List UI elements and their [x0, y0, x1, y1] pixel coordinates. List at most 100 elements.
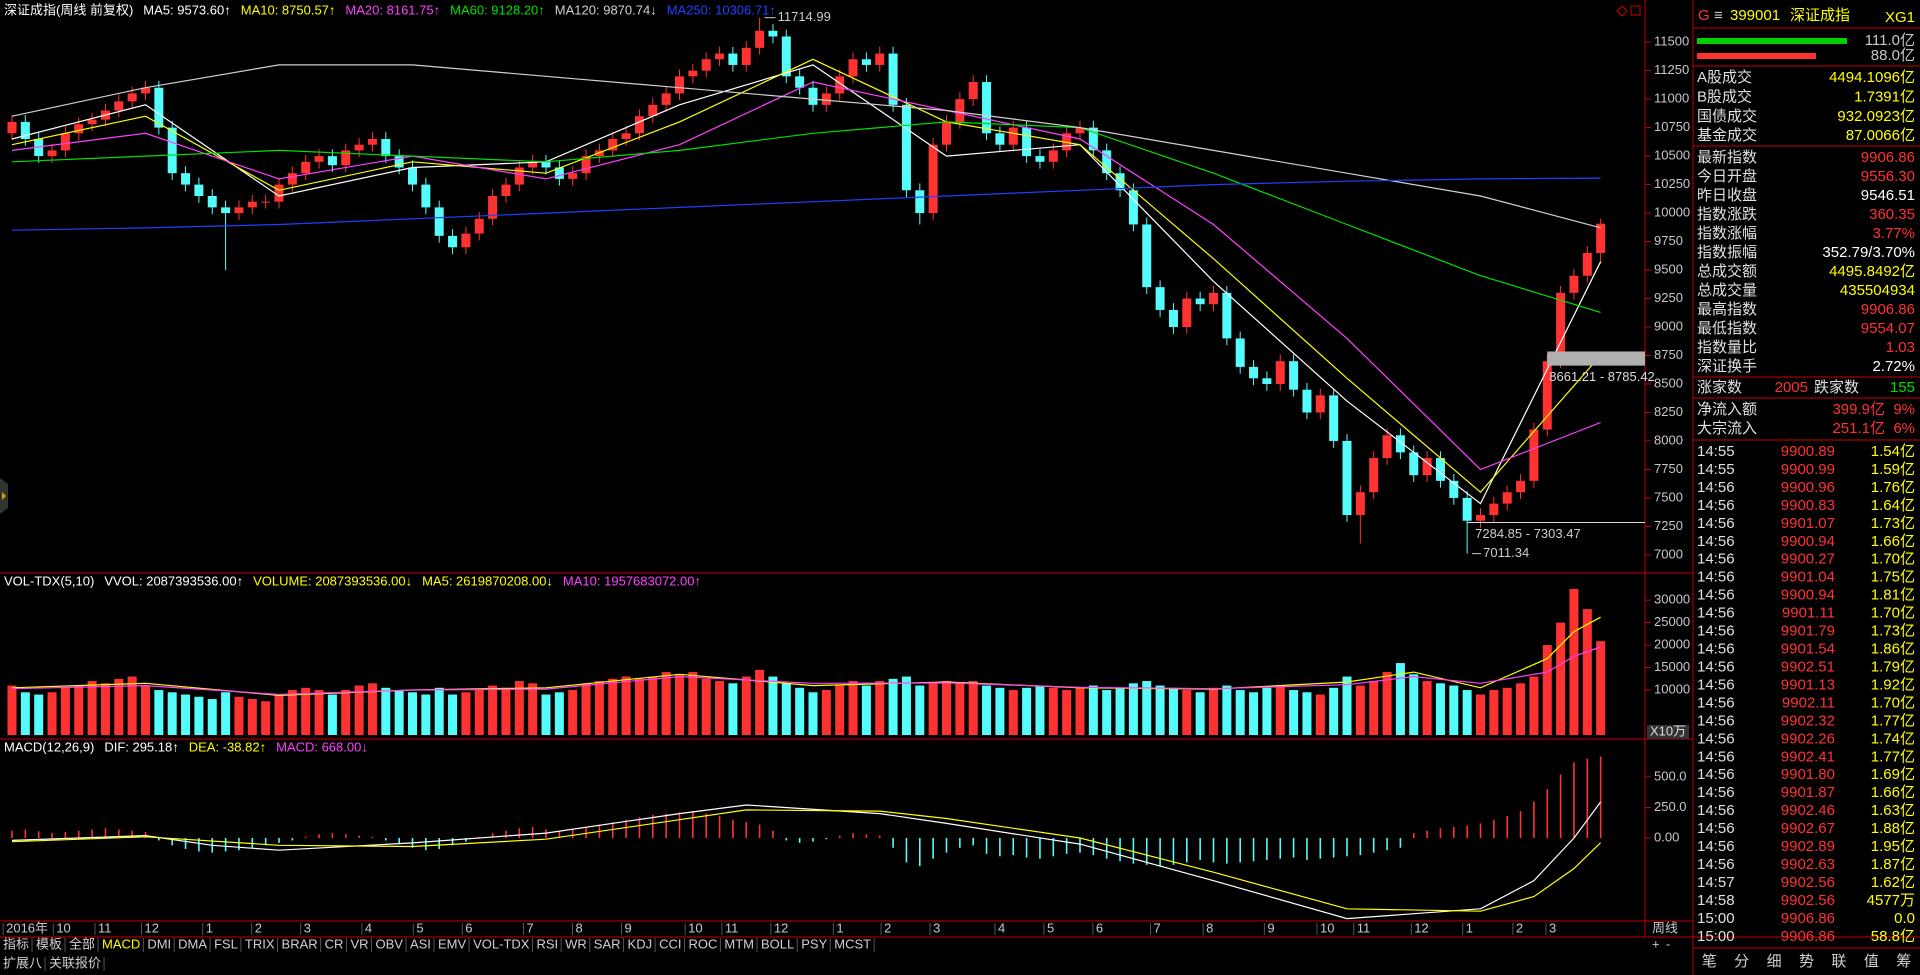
panel-tab[interactable]: 联: [1831, 953, 1846, 970]
toolbar-tab[interactable]: CCI: [659, 936, 681, 951]
toolbar-tab[interactable]: VR: [350, 936, 368, 951]
panel-tab[interactable]: 细: [1767, 953, 1782, 970]
panel-tab[interactable]: 笔: [1702, 953, 1717, 970]
quote-marker[interactable]: G: [1698, 7, 1710, 24]
toolbar-tab[interactable]: PSY: [801, 936, 827, 951]
toolbar-tab[interactable]: FSL: [214, 936, 238, 951]
stat-label: B股成交: [1697, 87, 1752, 105]
month-label: 11: [98, 920, 112, 935]
y-tick-label: 10500: [1654, 148, 1690, 163]
candle-body: [1409, 452, 1419, 476]
toolbar-tab[interactable]: MACD: [102, 936, 140, 951]
toolbar-tab[interactable]: ROC: [688, 936, 717, 951]
y-tick-label: 0.00: [1654, 829, 1679, 844]
tick-time: 14:56: [1697, 658, 1735, 675]
toolbar-tab[interactable]: DMI: [147, 936, 171, 951]
toolbar-tab[interactable]: ASI: [410, 936, 431, 951]
month-label: 10: [688, 920, 702, 935]
volume-bar: [1048, 687, 1058, 735]
toolbar-tab[interactable]: TRIX: [245, 936, 275, 951]
tick-time: 14:56: [1697, 784, 1735, 801]
stat-label: A股成交: [1697, 68, 1752, 86]
ratio-bar: [1697, 53, 1816, 59]
toolbar-tab[interactable]: SAR: [594, 936, 621, 951]
toolbar-tab[interactable]: OBV: [376, 936, 404, 951]
tick-price: 9902.11: [1782, 694, 1835, 711]
tick-time: 14:56: [1697, 587, 1735, 604]
panel-tab[interactable]: 势: [1799, 953, 1814, 970]
volume-bar: [1102, 690, 1112, 735]
toolbar-tab[interactable]: 扩展八: [3, 955, 42, 970]
toolbar-tab[interactable]: MCST: [834, 936, 871, 951]
tick-time: 14:56: [1697, 712, 1735, 729]
toolbar-tab[interactable]: 模板: [36, 936, 62, 951]
toolbar-tab[interactable]: BRAR: [282, 936, 318, 951]
stat-label: 总成交额: [1697, 262, 1757, 280]
volume-bar: [1209, 687, 1218, 735]
candle-body: [781, 36, 791, 77]
stat-label: 深证换手: [1697, 358, 1757, 375]
toolbar-tab[interactable]: 全部: [69, 936, 95, 951]
toolbar-tab[interactable]: VOL-TDX: [473, 936, 530, 951]
toolbar-tab[interactable]: EMV: [438, 936, 467, 951]
volume-bar: [114, 678, 124, 735]
window-icons[interactable]: [1616, 5, 1641, 17]
zoom-button[interactable]: -: [1666, 936, 1670, 951]
candle-body: [1435, 458, 1445, 481]
tick-price: 9900.99: [1781, 461, 1835, 478]
candle-body: [888, 53, 898, 105]
toolbar-tab[interactable]: MTM: [724, 936, 754, 951]
volume-bar: [755, 669, 765, 735]
toolbar-tab[interactable]: KDJ: [628, 936, 653, 951]
toolbar-tab[interactable]: DMA: [178, 936, 207, 951]
stat-value: 352.79/3.70%: [1822, 244, 1915, 261]
month-label: 10: [56, 920, 70, 935]
stat-value: 9556.30: [1861, 168, 1915, 185]
flow-pct: 9%: [1893, 401, 1915, 418]
candle-body: [261, 201, 271, 203]
month-label: 9: [1267, 920, 1274, 935]
volume-bar: [1516, 683, 1526, 735]
period-label[interactable]: 周线: [1652, 920, 1678, 935]
toolbar-tab[interactable]: 关联报价: [49, 955, 101, 970]
panel-tab[interactable]: 分: [1734, 953, 1749, 970]
quote-menu[interactable]: ≡: [1714, 7, 1723, 24]
volume-bar: [861, 685, 871, 735]
month-label: 3: [304, 920, 311, 935]
toolbar-tab[interactable]: CR: [325, 936, 344, 951]
volume-bar: [808, 692, 818, 735]
toolbar-tab[interactable]: BOLL: [761, 936, 794, 951]
volume-bar: [167, 692, 177, 735]
tick-time: 14:56: [1697, 694, 1735, 711]
volume-bar: [1462, 690, 1472, 735]
tick-price: 9900.27: [1781, 551, 1835, 568]
candle-body: [488, 195, 498, 219]
legend-item: MACD: 668.00↓: [276, 739, 368, 754]
candle-body: [381, 139, 391, 157]
month-label: 3: [1549, 920, 1556, 935]
volume-bar: [1529, 676, 1539, 735]
legend-item: DEA: -38.82↑: [189, 739, 266, 754]
candle-body: [1596, 223, 1606, 253]
panel-tab[interactable]: 筹: [1896, 953, 1911, 970]
toolbar-tab[interactable]: 指标: [3, 936, 29, 951]
month-label: 2016年: [6, 920, 48, 935]
tick-time: 14:56: [1697, 623, 1735, 640]
toolbar-tab[interactable]: RSI: [536, 936, 558, 951]
toolbar-tab[interactable]: WR: [565, 936, 587, 951]
zoom-button[interactable]: +: [1652, 936, 1660, 951]
month-label: 1: [206, 920, 213, 935]
volume-bar: [501, 687, 511, 735]
tick-time: 14:55: [1697, 461, 1735, 478]
volume-bar: [1502, 687, 1512, 735]
panel-tab[interactable]: 值: [1864, 953, 1879, 970]
stat-value: 360.35: [1869, 206, 1915, 223]
y-tick-label: 9000: [1654, 318, 1683, 333]
tick-volume: 1.73亿: [1871, 623, 1915, 640]
volume-bar: [741, 676, 751, 735]
candle-body: [1048, 150, 1058, 162]
volume-bar: [1449, 685, 1459, 735]
y-tick-label: 25000: [1654, 614, 1690, 629]
tick-price: 9902.46: [1781, 802, 1835, 819]
